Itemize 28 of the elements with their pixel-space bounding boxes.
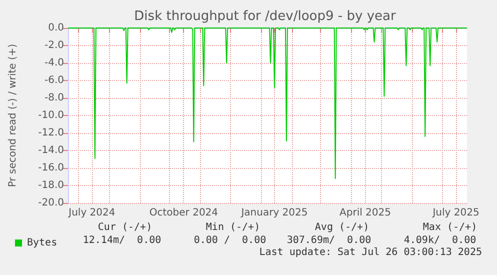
y-tick-label: -12.0	[38, 128, 64, 138]
text: Max (-/+)	[422, 222, 478, 233]
y-tick-label: -6.0	[44, 75, 64, 86]
y-tick-label: 0.0	[48, 22, 64, 34]
y-tick-label: -8.0	[44, 92, 64, 104]
x-tick-label: October 2024	[149, 208, 218, 218]
x-tick-label: July 2025	[432, 208, 480, 218]
y-tick-label: -18.0	[38, 180, 64, 191]
x-tick-label: January 2025	[240, 208, 308, 218]
text: Avg (-/+)	[314, 222, 370, 233]
text: Last update: Sat Jul 26 03:00:13 2025	[259, 247, 482, 258]
text: Min (-/+)	[206, 222, 260, 233]
text: 12.14m/ 0.00	[82, 235, 162, 246]
x-tick-label: April 2025	[340, 208, 391, 218]
legend-label: Bytes	[27, 238, 58, 248]
y-tick-label: -14.0	[38, 145, 64, 156]
x-tick-label: July 2024	[68, 208, 116, 218]
text: Cur (-/+)	[98, 222, 152, 233]
text: 4.09k/ 0.00	[404, 235, 476, 246]
text: 307.69m/ 0.00	[286, 235, 372, 246]
y-tick-label: -4.0	[44, 58, 64, 68]
y-tick-label: -16.0	[38, 162, 64, 174]
y-tick-label: -2.0	[44, 40, 64, 51]
y-axis-title: Pr second read (-) / write (+)	[8, 44, 18, 188]
text: 0.00 / 0.00	[194, 235, 266, 246]
y-tick-label: -10.0	[38, 110, 64, 121]
y-tick-label: -20.0	[38, 198, 64, 208]
chart-title: Disk throughput for /dev/loop9 - by year	[134, 9, 396, 24]
